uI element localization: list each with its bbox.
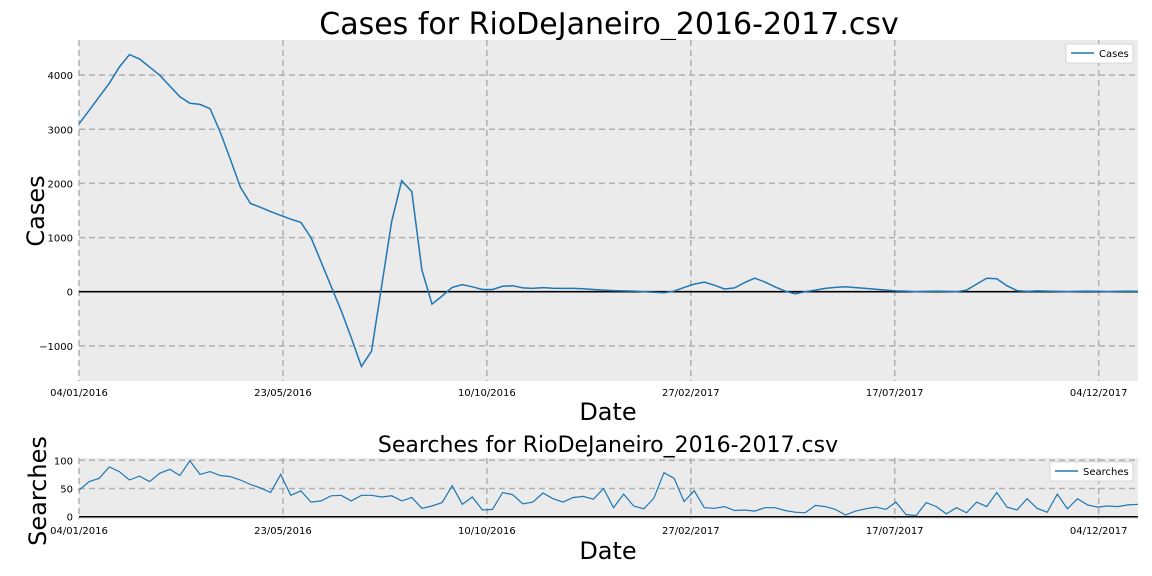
searches-y-tick-label: 50 bbox=[60, 485, 73, 496]
searches-x-tick-label: 27/02/2017 bbox=[662, 526, 720, 537]
cases-y-tick-label: −1000 bbox=[39, 342, 73, 353]
searches-x-tick-label: 10/10/2016 bbox=[458, 526, 516, 537]
cases-chart: Cases for RioDeJaneiro_2016-2017.csv 04/… bbox=[22, 7, 1139, 426]
cases-y-axis-label: Cases bbox=[22, 175, 50, 246]
searches-x-tick-label: 04/01/2016 bbox=[50, 526, 108, 537]
cases-x-ticks: 04/01/2016 23/05/2016 10/10/2016 27/02/2017… bbox=[50, 388, 1127, 399]
cases-x-tick-label: 27/02/2017 bbox=[662, 388, 720, 399]
cases-x-tick-label: 17/07/2017 bbox=[866, 388, 924, 399]
cases-chart-title: Cases for RioDeJaneiro_2016-2017.csv bbox=[319, 7, 898, 42]
cases-series-line bbox=[78, 53, 1139, 369]
cases-y-ticks: −1000 0 1000 2000 3000 4000 bbox=[39, 71, 73, 353]
searches-chart-title: Searches for RioDeJaneiro_2016-2017.csv bbox=[378, 433, 838, 458]
searches-y-tick-label: 0 bbox=[67, 513, 73, 524]
cases-x-tick-label: 10/10/2016 bbox=[458, 388, 516, 399]
searches-x-tick-label: 17/07/2017 bbox=[866, 526, 924, 537]
searches-legend: Searches bbox=[1049, 461, 1134, 482]
cases-legend-label: Cases bbox=[1099, 49, 1129, 60]
searches-y-tick-label: 100 bbox=[54, 456, 73, 467]
cases-y-tick-label: 0 bbox=[67, 288, 73, 299]
cases-y-tick-label: 4000 bbox=[48, 71, 73, 82]
cases-legend: Cases bbox=[1065, 43, 1134, 64]
cases-y-tick-label: 2000 bbox=[48, 179, 73, 190]
searches-x-ticks: 04/01/2016 23/05/2016 10/10/2016 27/02/2017… bbox=[50, 526, 1127, 537]
cases-x-tick-label: 23/05/2016 bbox=[254, 388, 312, 399]
cases-x-tick-label: 04/01/2016 bbox=[50, 388, 108, 399]
cases-x-tick-label: 04/12/2017 bbox=[1070, 388, 1128, 399]
cases-y-tick-label: 3000 bbox=[48, 125, 73, 136]
searches-y-ticks: 0 50 100 bbox=[54, 456, 73, 523]
searches-x-axis-label: Date bbox=[579, 537, 636, 565]
searches-x-tick-label: 04/12/2017 bbox=[1070, 526, 1128, 537]
cases-y-tick-label: 1000 bbox=[48, 234, 73, 245]
searches-series-line bbox=[78, 459, 1139, 517]
searches-x-tick-label: 23/05/2016 bbox=[254, 526, 312, 537]
searches-chart: Searches for RioDeJaneiro_2016-2017.csv … bbox=[24, 433, 1139, 565]
searches-legend-label: Searches bbox=[1083, 467, 1129, 478]
searches-y-axis-label: Searches bbox=[24, 436, 52, 546]
cases-plot-area bbox=[79, 40, 1138, 381]
cases-x-axis-label: Date bbox=[579, 398, 636, 426]
